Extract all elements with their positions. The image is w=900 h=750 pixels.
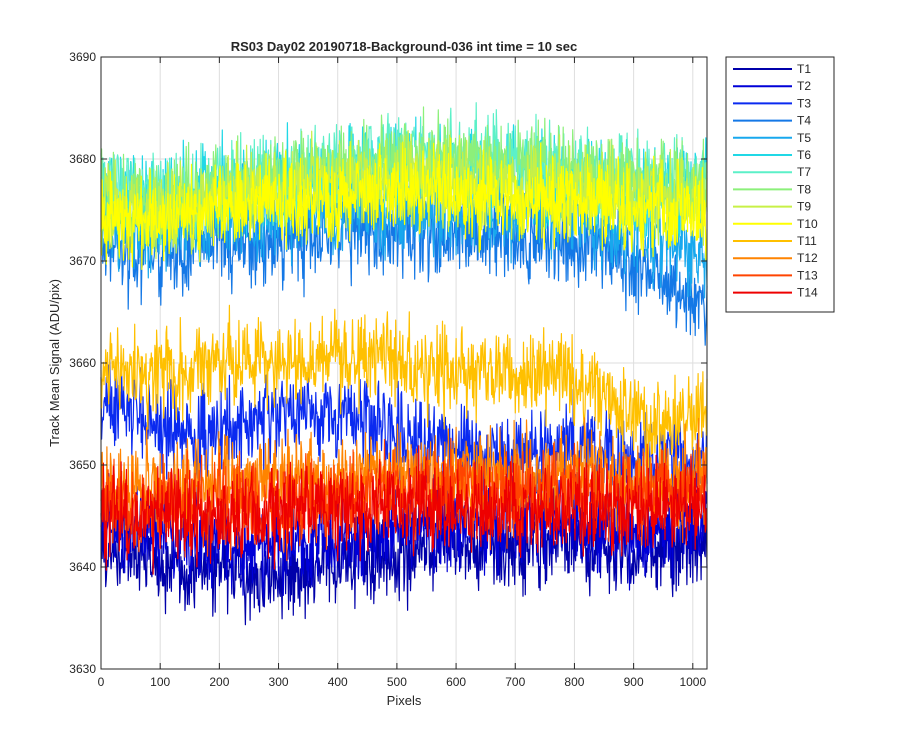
y-tick-label: 3650 [69, 458, 96, 472]
y-tick-label: 3670 [69, 254, 96, 268]
x-tick-label: 500 [387, 675, 407, 689]
series-line-t1 [100, 477, 708, 626]
x-axis-label: Pixels [387, 693, 422, 708]
x-tick-label: 300 [269, 675, 289, 689]
y-tick-label: 3660 [69, 356, 96, 370]
x-tick-label: 400 [328, 675, 348, 689]
x-tick-label: 200 [209, 675, 229, 689]
legend-label-t5: T5 [797, 131, 811, 145]
x-tick-label: 1000 [679, 675, 706, 689]
legend-label-t8: T8 [797, 182, 811, 196]
series-line-t3 [100, 359, 708, 520]
series-line-t14 [100, 445, 708, 575]
series-lines [100, 102, 708, 626]
legend-label-t4: T4 [797, 114, 811, 128]
legend-label-t11: T11 [797, 234, 817, 248]
legend-box [725, 56, 835, 313]
legend-label-t13: T13 [797, 268, 818, 282]
y-axis-label: Track Mean Signal (ADU/pix) [47, 279, 62, 447]
y-tick-label: 3640 [69, 560, 96, 574]
x-tick-label: 900 [624, 675, 644, 689]
y-axis-ticks: 3630 3640 3650 3660 3670 3680 3690 [69, 50, 707, 676]
x-tick-label: 100 [150, 675, 170, 689]
y-tick-label: 3690 [69, 50, 96, 64]
legend: T1 T2 T3 T4 T5 T6 T7 T8 T9 T10 T11 T12 T13 T14 [725, 56, 835, 313]
x-tick-label: 700 [505, 675, 525, 689]
x-tick-label: 600 [446, 675, 466, 689]
series-line-t10 [100, 137, 708, 270]
series-line-t11 [100, 304, 708, 476]
legend-label-t2: T2 [797, 79, 811, 93]
legend-label-t1: T1 [797, 62, 811, 76]
legend-label-t14: T14 [797, 286, 818, 300]
x-tick-label: 800 [564, 675, 584, 689]
y-tick-label: 3680 [69, 152, 96, 166]
legend-label-t10: T10 [797, 217, 818, 231]
legend-label-t9: T9 [797, 200, 811, 214]
x-tick-label: 0 [98, 675, 105, 689]
legend-label-t7: T7 [797, 165, 811, 179]
legend-label-t12: T12 [797, 251, 818, 265]
chart-title: RS03 Day02 20190718-Background-036 int t… [231, 39, 578, 54]
x-axis-ticks: 0 100 200 300 400 500 600 700 800 900 1000 [98, 57, 706, 689]
legend-label-t3: T3 [797, 96, 811, 110]
y-tick-label: 3630 [69, 662, 96, 676]
legend-label-t6: T6 [797, 148, 811, 162]
